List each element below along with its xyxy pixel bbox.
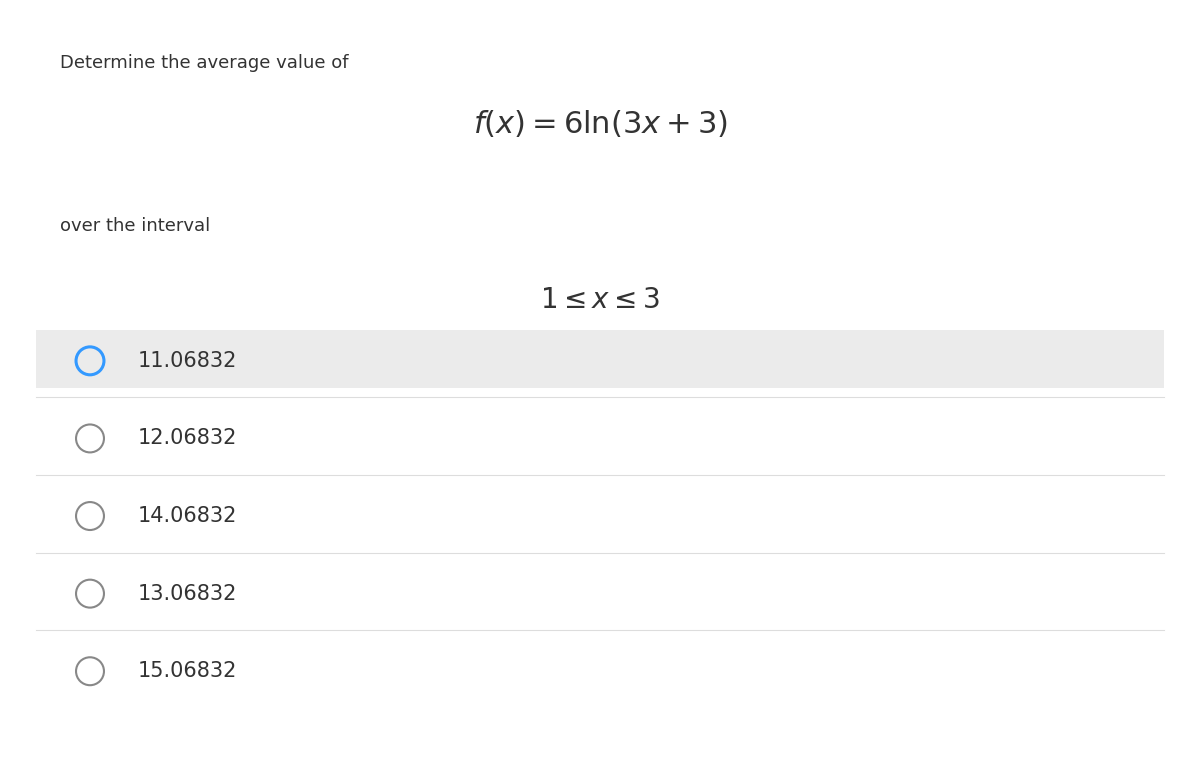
Text: $1 \leq x \leq 3$: $1 \leq x \leq 3$ — [540, 287, 660, 314]
Text: $f(x) = 6\ln(3x + 3)$: $f(x) = 6\ln(3x + 3)$ — [473, 109, 727, 140]
Text: 15.06832: 15.06832 — [138, 661, 238, 681]
Text: over the interval: over the interval — [60, 217, 210, 235]
Text: 12.06832: 12.06832 — [138, 428, 238, 449]
Text: 11.06832: 11.06832 — [138, 351, 238, 371]
Text: 14.06832: 14.06832 — [138, 506, 238, 526]
Text: Determine the average value of: Determine the average value of — [60, 54, 348, 72]
Text: 13.06832: 13.06832 — [138, 584, 238, 604]
FancyBboxPatch shape — [36, 330, 1164, 388]
